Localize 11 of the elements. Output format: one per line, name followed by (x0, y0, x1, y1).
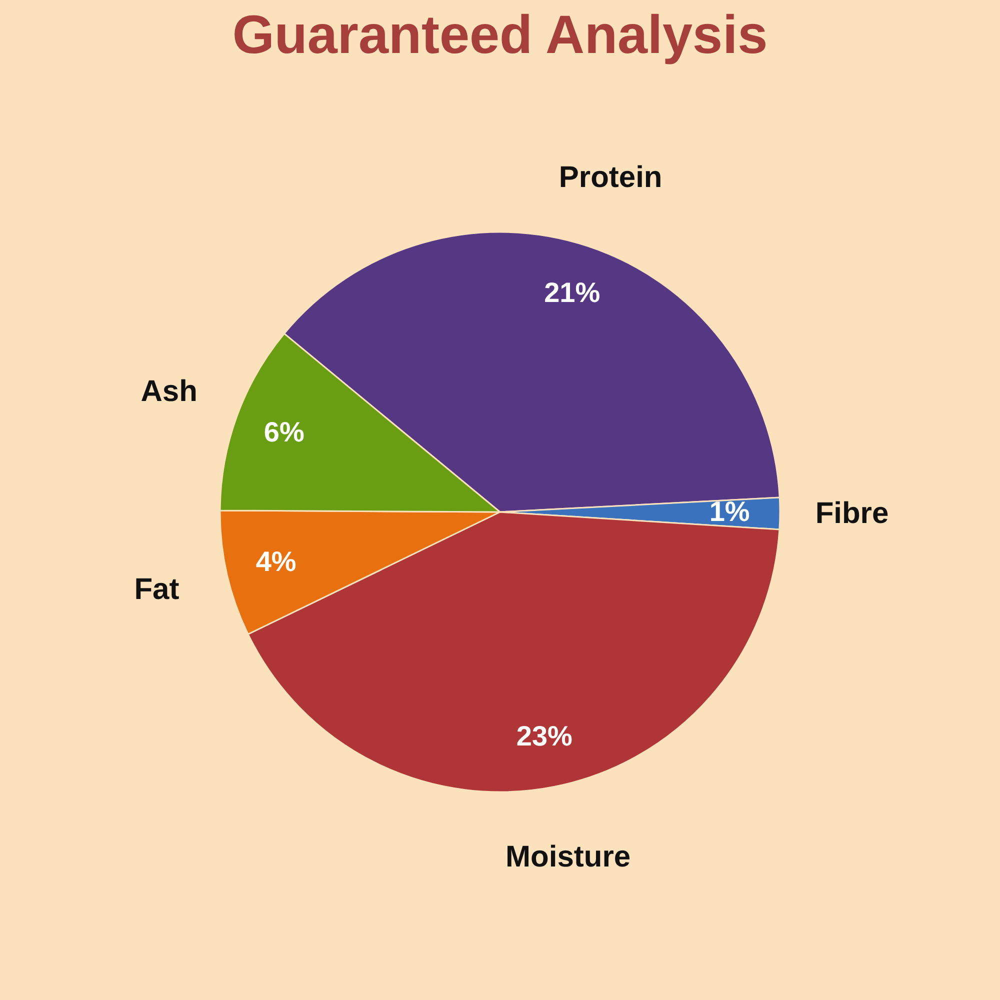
slice-label: Protein (558, 160, 662, 194)
slice-label: Ash (140, 374, 198, 408)
slice-label: Fat (134, 572, 180, 606)
slice-label: Moisture (506, 840, 631, 874)
data-label: 23% (516, 720, 573, 752)
chart-title: Guaranteed Analysis (232, 5, 768, 65)
data-label: 21% (544, 277, 600, 308)
data-label: 6% (264, 416, 305, 448)
slice-label: Fibre (815, 496, 889, 530)
data-label: 1% (709, 496, 750, 528)
data-label: 4% (256, 546, 296, 577)
